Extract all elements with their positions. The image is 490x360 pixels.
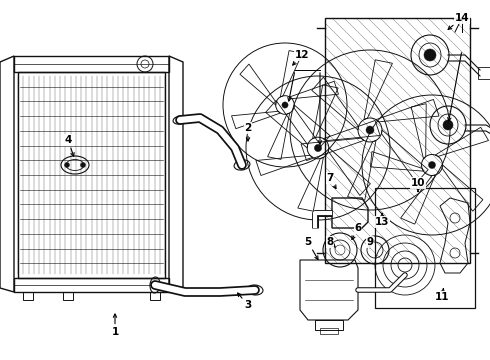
Text: 5: 5 — [304, 237, 318, 260]
Text: 4: 4 — [64, 135, 74, 156]
Circle shape — [282, 102, 288, 108]
Text: 12: 12 — [293, 50, 309, 65]
Text: 8: 8 — [326, 237, 335, 247]
Bar — [375, 188, 475, 308]
Circle shape — [366, 126, 374, 134]
Bar — [320, 328, 338, 334]
Circle shape — [80, 162, 85, 167]
Circle shape — [65, 162, 70, 167]
Circle shape — [315, 144, 321, 152]
Bar — [315, 320, 343, 330]
Text: 10: 10 — [411, 178, 425, 192]
Text: 1: 1 — [111, 314, 119, 337]
Circle shape — [424, 49, 436, 61]
Text: 2: 2 — [245, 123, 252, 141]
Circle shape — [428, 162, 436, 168]
Circle shape — [443, 120, 453, 130]
Text: 13: 13 — [375, 213, 389, 227]
Text: 11: 11 — [435, 288, 449, 302]
Text: 14: 14 — [448, 13, 469, 30]
Text: 7: 7 — [326, 173, 336, 189]
Text: 6: 6 — [352, 223, 362, 239]
Bar — [325, 18, 470, 263]
Text: 3: 3 — [238, 293, 252, 310]
Text: 9: 9 — [367, 237, 373, 248]
Bar — [478, 67, 490, 79]
